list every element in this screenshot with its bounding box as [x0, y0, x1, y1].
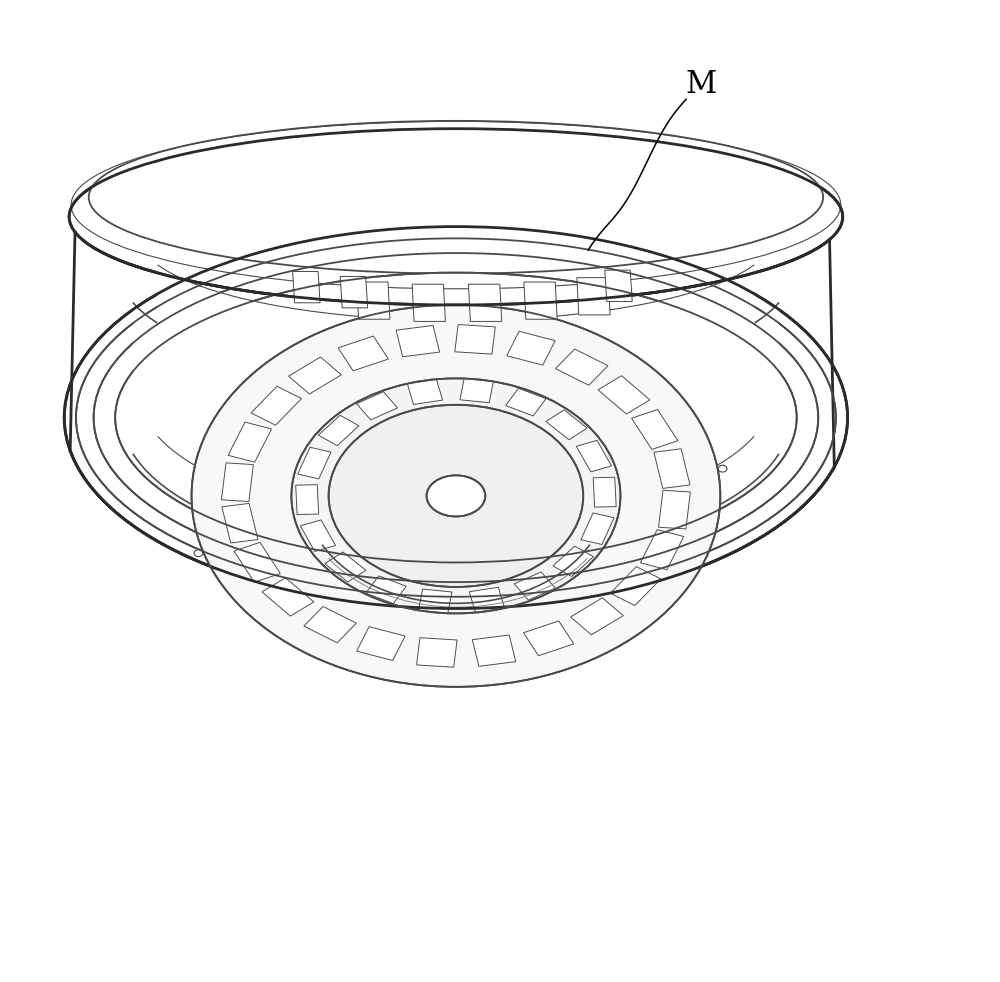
Polygon shape [262, 577, 314, 616]
Ellipse shape [329, 405, 583, 587]
Polygon shape [472, 635, 516, 667]
Ellipse shape [192, 305, 720, 686]
Polygon shape [396, 325, 440, 356]
Polygon shape [417, 637, 457, 667]
Polygon shape [228, 422, 272, 463]
Polygon shape [524, 282, 557, 319]
Polygon shape [296, 485, 319, 515]
Polygon shape [340, 277, 368, 307]
Polygon shape [234, 542, 280, 582]
Polygon shape [304, 607, 356, 643]
Polygon shape [158, 265, 754, 520]
Ellipse shape [194, 550, 203, 557]
Ellipse shape [89, 121, 823, 274]
Polygon shape [222, 504, 258, 543]
Polygon shape [419, 589, 452, 613]
Polygon shape [553, 546, 593, 576]
Polygon shape [407, 379, 443, 405]
Polygon shape [571, 598, 623, 634]
Ellipse shape [115, 273, 797, 563]
Polygon shape [325, 552, 366, 582]
Polygon shape [546, 409, 587, 440]
Polygon shape [524, 621, 574, 656]
Polygon shape [460, 379, 493, 403]
Polygon shape [507, 331, 555, 365]
Polygon shape [659, 490, 690, 529]
Polygon shape [412, 284, 445, 321]
Polygon shape [298, 447, 331, 479]
Polygon shape [455, 325, 495, 355]
Polygon shape [576, 440, 612, 472]
Polygon shape [293, 271, 320, 302]
Polygon shape [577, 278, 610, 315]
Polygon shape [133, 302, 779, 560]
Polygon shape [610, 567, 661, 606]
Polygon shape [593, 477, 616, 507]
Polygon shape [318, 415, 359, 446]
Polygon shape [598, 376, 650, 414]
Ellipse shape [64, 227, 848, 609]
Ellipse shape [718, 465, 727, 472]
Polygon shape [338, 336, 388, 371]
Polygon shape [632, 409, 678, 450]
Polygon shape [251, 386, 302, 425]
Ellipse shape [291, 378, 620, 614]
Ellipse shape [69, 129, 843, 305]
Polygon shape [654, 449, 690, 488]
Polygon shape [640, 529, 684, 570]
Polygon shape [506, 388, 546, 416]
Polygon shape [366, 575, 406, 604]
Polygon shape [514, 572, 555, 600]
Polygon shape [357, 392, 398, 420]
Polygon shape [357, 282, 390, 319]
Polygon shape [605, 270, 632, 301]
Polygon shape [468, 284, 502, 321]
Polygon shape [357, 627, 405, 661]
Ellipse shape [427, 475, 485, 517]
Polygon shape [581, 513, 614, 545]
Polygon shape [221, 463, 253, 502]
Polygon shape [300, 519, 336, 552]
Polygon shape [289, 357, 341, 394]
Polygon shape [469, 587, 504, 613]
Polygon shape [556, 349, 608, 385]
Text: M: M [685, 69, 716, 100]
